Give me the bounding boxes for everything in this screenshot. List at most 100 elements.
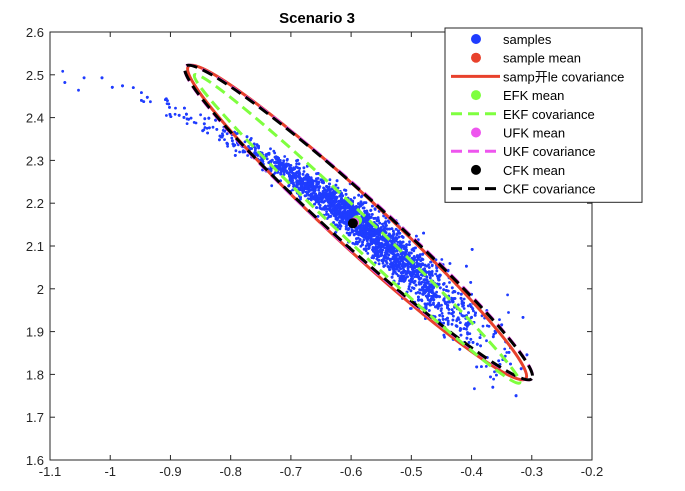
sample-point (471, 307, 475, 311)
sample-point (371, 228, 375, 232)
sample-point (339, 213, 342, 216)
x-tick-label: -0.5 (400, 464, 422, 479)
legend-marker (471, 164, 481, 175)
sample-point (432, 303, 435, 306)
sample-point (391, 245, 394, 249)
sample-point (334, 217, 338, 221)
sample-point (446, 316, 449, 320)
sample-point (452, 290, 456, 293)
sample-point (362, 229, 366, 233)
sample-point (469, 337, 473, 341)
sample-point (390, 249, 394, 252)
sample-point (431, 291, 435, 295)
sample-point (422, 288, 426, 291)
y-tick-label: 2.3 (26, 153, 44, 168)
sample-point (374, 242, 378, 246)
sample-point (301, 186, 305, 190)
sample-point (355, 205, 358, 208)
sample-point (208, 126, 211, 130)
sample-point (392, 232, 396, 235)
sample-point (140, 91, 143, 94)
sample-point (297, 171, 301, 175)
sample-point (370, 256, 374, 259)
sample-point (392, 229, 395, 233)
sample-point (315, 206, 318, 210)
sample-point (362, 234, 365, 238)
sample-point (312, 197, 316, 201)
sample-point (481, 324, 485, 328)
sample-point (389, 262, 393, 266)
sample-point (334, 183, 338, 187)
sample-point (390, 243, 393, 247)
sample-point (424, 294, 428, 298)
sample-point (461, 314, 465, 318)
sample-point (377, 242, 381, 245)
sample-point (328, 196, 331, 200)
sample-point (297, 176, 301, 179)
sample-point (453, 297, 457, 300)
sample-point (319, 196, 323, 200)
sample-point (386, 246, 390, 250)
sample-point (468, 332, 472, 335)
x-tick-label: -0.9 (159, 464, 181, 479)
sample-point (404, 272, 408, 276)
sample-point (438, 314, 442, 317)
sample-point (378, 245, 382, 249)
sample-point (459, 296, 463, 300)
sample-point (503, 347, 507, 351)
sample-point (435, 269, 439, 273)
sample-point (459, 333, 463, 337)
sample-point (353, 242, 357, 246)
sample-point (306, 191, 309, 195)
sample-point (343, 188, 346, 192)
sample-point (425, 271, 429, 274)
sample-point (452, 314, 455, 318)
sample-point (206, 131, 210, 135)
sample-point (379, 242, 383, 246)
legend-entry: samp开le covariance (451, 69, 624, 84)
sample-point (322, 206, 326, 210)
sample-point (199, 113, 203, 117)
sample-point (441, 318, 445, 321)
sample-point (339, 224, 342, 228)
covariance-ellipses (183, 63, 535, 385)
sample-point (367, 246, 371, 250)
sample-point (423, 285, 427, 288)
y-tick-label: 2.1 (26, 239, 44, 254)
sample-point (400, 279, 404, 283)
sample-point (392, 252, 396, 256)
sample-point (192, 121, 196, 124)
sample-point (470, 315, 473, 319)
sample-point (412, 255, 416, 258)
sample-point (145, 95, 149, 99)
legend-entry: CKF covariance (451, 182, 595, 197)
sample-point (365, 236, 369, 240)
sample-point (366, 215, 370, 219)
sample-point (462, 307, 466, 310)
sample-point (408, 279, 411, 282)
sample-point (394, 255, 398, 259)
sample-point (320, 180, 324, 184)
sample-point (185, 112, 188, 116)
sample-point (469, 305, 473, 308)
sample-point (360, 243, 364, 246)
sample-point (381, 259, 385, 263)
sample-point (341, 219, 345, 223)
sample-point (437, 278, 441, 282)
sample-point (168, 106, 171, 109)
sample-point (397, 282, 400, 286)
legend: samples sample mean samp开le covariance EFK … (444, 27, 643, 203)
sample-point (446, 300, 450, 304)
sample-point (467, 341, 471, 344)
sample-point (366, 243, 370, 247)
sample-point (374, 239, 378, 243)
sample-point (435, 290, 438, 294)
sample-point (401, 266, 405, 270)
sample-point (344, 192, 348, 196)
sample-point (282, 159, 286, 163)
sample-point (292, 172, 296, 176)
sample-point (385, 261, 389, 265)
sample-point (465, 325, 469, 328)
sample-point (317, 200, 321, 204)
sample-point (264, 153, 268, 157)
